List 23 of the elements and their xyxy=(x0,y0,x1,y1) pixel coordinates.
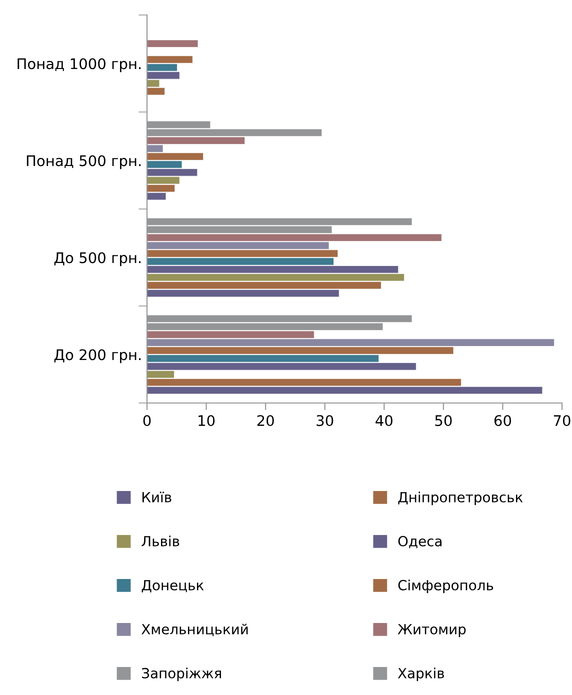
legend-label: Запоріжжя xyxy=(142,668,221,682)
x-tick-label: 70 xyxy=(554,415,570,426)
x-tick-label: 20 xyxy=(257,415,274,426)
y-tick-label: До 500 грн. xyxy=(54,252,141,266)
legend-label: Одеса xyxy=(398,536,442,548)
legend-label: Київ xyxy=(142,492,172,502)
x-tick-label: 50 xyxy=(435,415,452,426)
bar xyxy=(147,40,198,48)
x-tick-label: 0 xyxy=(143,415,151,426)
legend-label: Сімферополь xyxy=(398,580,494,594)
legend-label: Дніпропетровськ xyxy=(398,492,523,506)
y-tick-label: Понад 1000 грн. xyxy=(18,58,141,72)
x-tick-label: 40 xyxy=(376,415,392,426)
y-tick-label: Понад 500 грн. xyxy=(26,155,141,170)
legend-label: Донецьк xyxy=(142,580,204,592)
y-tick-label: До 200 грн. xyxy=(54,349,141,364)
legend-label: Житомир xyxy=(398,624,466,638)
x-tick-label: 30 xyxy=(316,415,334,426)
x-tick-label: 60 xyxy=(494,415,512,426)
legend-label: Хмельницький xyxy=(142,624,248,636)
legend-label: Львів xyxy=(142,536,180,546)
x-tick-label: 10 xyxy=(198,415,215,426)
legend-label: Харків xyxy=(398,668,444,682)
